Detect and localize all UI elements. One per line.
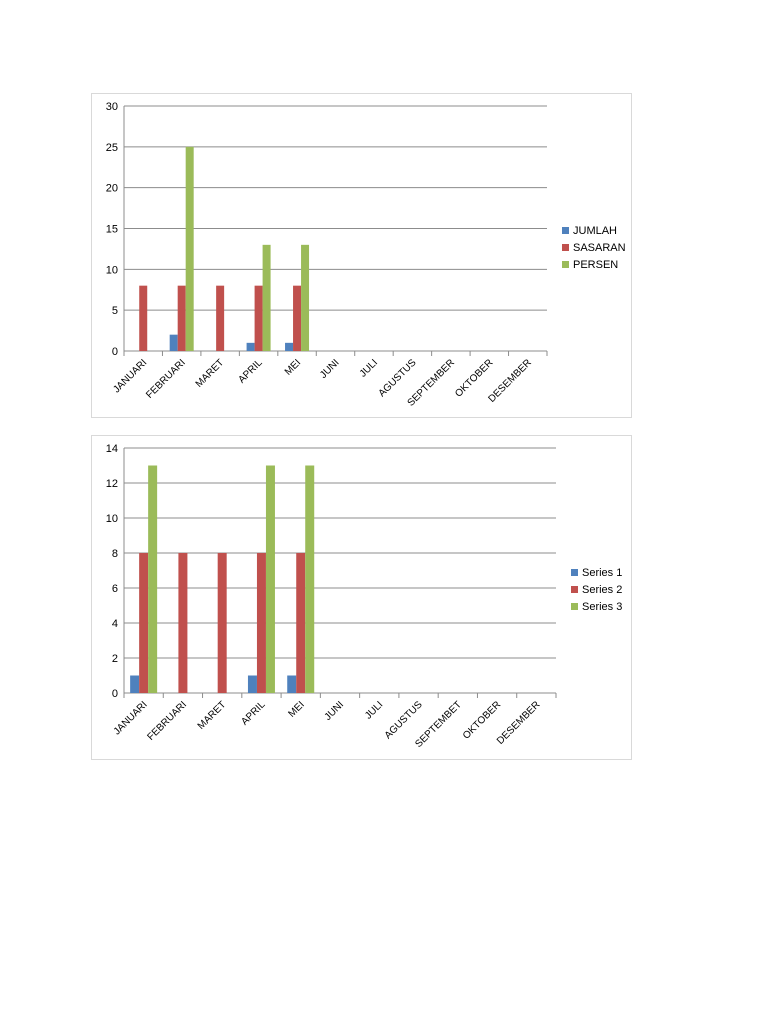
c2-bar-series-3-mei (305, 465, 315, 693)
c2-ytick-label-4: 4 (112, 618, 118, 630)
c2-x-tick-label-april: APRIL (239, 699, 268, 728)
c1-ytick-label-10: 10 (106, 264, 118, 276)
c2-ytick-label-14: 14 (106, 443, 118, 455)
c2-x-tick-label-juni: JUNI (323, 699, 347, 723)
c2-ytick-label-8: 8 (112, 548, 118, 560)
c2-legend-swatch-series-1 (571, 569, 578, 576)
c1-legend-label-sasaran: SASARAN (573, 242, 626, 254)
c2-bar-series-3-april (265, 465, 275, 693)
chart-panel-1: 0 5 10 15 20 25 30 JANUARI FEBRUARI MARET APRIL MEI… (91, 93, 632, 418)
c1-legend-swatch-sasaran (562, 244, 569, 251)
c2-bar-series-1-januari (130, 675, 140, 693)
c2-bar-series-2-april (256, 553, 266, 693)
c1-x-tick-label-juni: JUNI (318, 357, 342, 381)
c1-bar-persen-februari (185, 146, 194, 351)
c1-bar-sasaran-januari (139, 285, 148, 351)
c2-x-tick-label-maret: MARET (196, 699, 229, 732)
c2-bar-series-3-januari (148, 465, 158, 693)
c1-bar-jumlah-februari (169, 334, 178, 351)
c2-bar-series-2-mei (296, 553, 306, 693)
c1-ytick-label-30: 30 (106, 101, 118, 113)
c2-legend-swatch-series-3 (571, 603, 578, 610)
c2-ytick-label-10: 10 (106, 513, 118, 525)
c1-legend-swatch-jumlah (562, 227, 569, 234)
c1-bar-jumlah-april (246, 342, 255, 351)
c2-bar-series-2-februari (178, 553, 188, 693)
c1-x-tick-label-mei: MEI (283, 357, 303, 377)
c2-bar-series-1-april (247, 675, 257, 693)
c1-ytick-label-25: 25 (106, 142, 118, 154)
c2-ytick-label-12: 12 (106, 478, 118, 490)
c1-legend-label-persen: PERSEN (573, 259, 618, 271)
c1-bar-sasaran-mei (293, 285, 302, 351)
c1-x-tick-label-januari: JANUARI (111, 357, 149, 395)
c1-legend-label-jumlah: JUMLAH (573, 225, 617, 237)
c2-ytick-label-0: 0 (112, 688, 118, 700)
c2-legend-label-series-2: Series 2 (582, 584, 622, 596)
c1-legend-swatch-persen (562, 261, 569, 268)
chart-panel-2: 0 2 4 6 8 10 12 14 JANUARI FEBRUARI MARET APRIL MEI J… (91, 435, 632, 760)
c1-bar-sasaran-april (254, 285, 263, 351)
c1-bar-persen-mei (301, 244, 310, 351)
c1-bar-persen-april (262, 244, 271, 351)
c1-ytick-label-20: 20 (106, 183, 118, 195)
c1-bar-sasaran-februari (177, 285, 186, 351)
c2-x-tick-label-oktober: OKTOBER (461, 699, 503, 741)
c2-x-tick-label-februari: FEBRUARI (145, 699, 189, 743)
c1-x-tick-label-april: APRIL (236, 357, 265, 386)
c1-x-tick-label-juli: JULI (358, 357, 380, 379)
c2-x-tick-label-mei: MEI (286, 699, 306, 719)
c2-x-tick-label-juli: JULI (363, 699, 385, 721)
c2-legend-label-series-3: Series 3 (582, 601, 622, 613)
c2-x-tick-label-agustus: AGUSTUS (383, 699, 425, 741)
c1-bar-jumlah-mei (285, 342, 294, 351)
c2-bar-series-2-maret (217, 553, 227, 693)
c2-ytick-label-2: 2 (112, 653, 118, 665)
c2-ytick-label-6: 6 (112, 583, 118, 595)
c2-bar-series-1-mei (287, 675, 297, 693)
c1-ytick-label-0: 0 (112, 346, 118, 358)
c2-x-tick-label-januari: JANUARI (112, 699, 150, 737)
c2-legend-label-series-1: Series 1 (582, 567, 622, 579)
c1-ytick-label-15: 15 (106, 224, 118, 236)
c1-x-tick-label-maret: MARET (194, 357, 227, 390)
c1-x-tick-label-februari: FEBRUARI (144, 357, 188, 401)
c2-legend-swatch-series-2 (571, 586, 578, 593)
c1-bar-sasaran-maret (216, 285, 225, 351)
c1-ytick-label-5: 5 (112, 305, 118, 317)
c2-bar-series-2-januari (139, 553, 149, 693)
